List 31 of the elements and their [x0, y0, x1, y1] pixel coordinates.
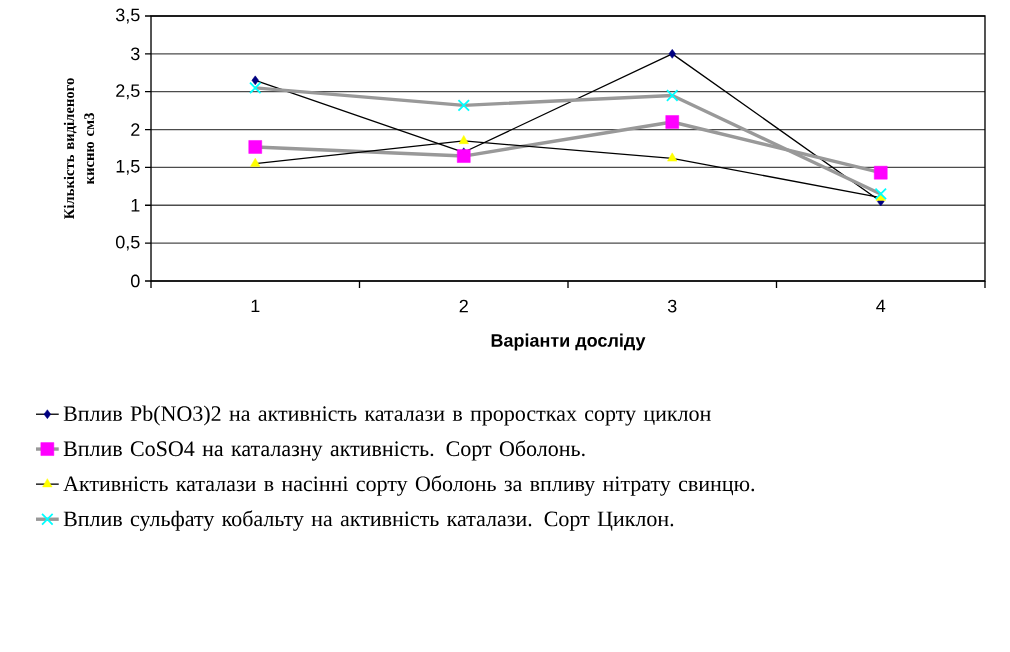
x-tick-label: 4: [876, 299, 886, 313]
point: [248, 140, 262, 154]
legend-label: Вплив CoSO4 на каталазну активність. Сорт Оболонь.: [63, 440, 585, 461]
y-tick-label: 1: [131, 199, 140, 212]
point: [874, 187, 887, 201]
point: [249, 81, 262, 95]
y-tick-label: 2,5: [116, 84, 140, 100]
point: [668, 49, 676, 59]
y-tick-label: 2: [131, 123, 140, 136]
y-tick-label: 0: [131, 274, 140, 288]
point: [457, 99, 470, 112]
y-tick-label: 1,5: [116, 160, 140, 175]
point: [458, 135, 469, 144]
legend-label: Вплив Pb(NO3)2 на активність каталази в проростках сорту циклон: [63, 405, 711, 426]
point: [666, 89, 679, 102]
y-tick-label: 3: [130, 47, 140, 61]
point: [873, 165, 888, 180]
point: [457, 149, 471, 163]
point: [251, 75, 259, 86]
x-tick-label: 2: [459, 299, 468, 313]
x-tick-label: 3: [667, 299, 677, 313]
legend-label: Активність каталази в насінні сорту Оболонь за впливу нітрату свинцю.: [63, 475, 755, 496]
y-tick-label: 0,5: [115, 235, 140, 251]
legend-label: Вплив сульфату кобальту на активність каталази. Сорт Циклон.: [63, 510, 674, 531]
point: [667, 152, 678, 162]
x-axis-title: Варіанти досліду: [491, 333, 646, 351]
x-tick-label: 1: [251, 299, 260, 313]
point: [250, 157, 261, 167]
y-tick-label: 3,5: [115, 8, 140, 24]
y-axis-title: Кількість виділеного кисню см3: [63, 78, 95, 220]
point: [665, 115, 679, 129]
